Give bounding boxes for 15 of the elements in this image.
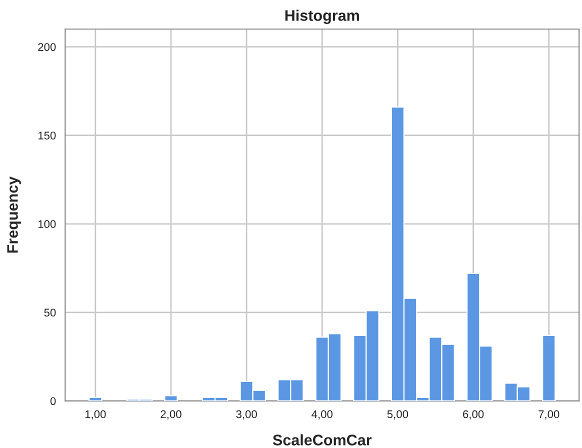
chart-title: Histogram [285, 10, 359, 24]
y-axis-title: Frequency [7, 176, 21, 253]
y-tick-label: 150 [38, 132, 56, 140]
x-tick-label: 3,00 [236, 410, 257, 420]
x-tick-label: 5,00 [387, 410, 408, 420]
y-tick-label: 100 [38, 220, 56, 228]
x-tick-label: 6,00 [463, 410, 484, 420]
y-tick-label: 50 [44, 308, 56, 317]
y-tick-label: 0 [50, 397, 56, 406]
x-axis-title: ScaleComCar [272, 434, 372, 446]
y-tick-label: 200 [38, 43, 56, 51]
x-tick-label: 4,00 [312, 410, 333, 420]
x-tick-label: 7,00 [538, 410, 560, 420]
x-tick-label: 2,00 [160, 410, 182, 420]
x-tick-label: 1,00 [85, 410, 106, 420]
